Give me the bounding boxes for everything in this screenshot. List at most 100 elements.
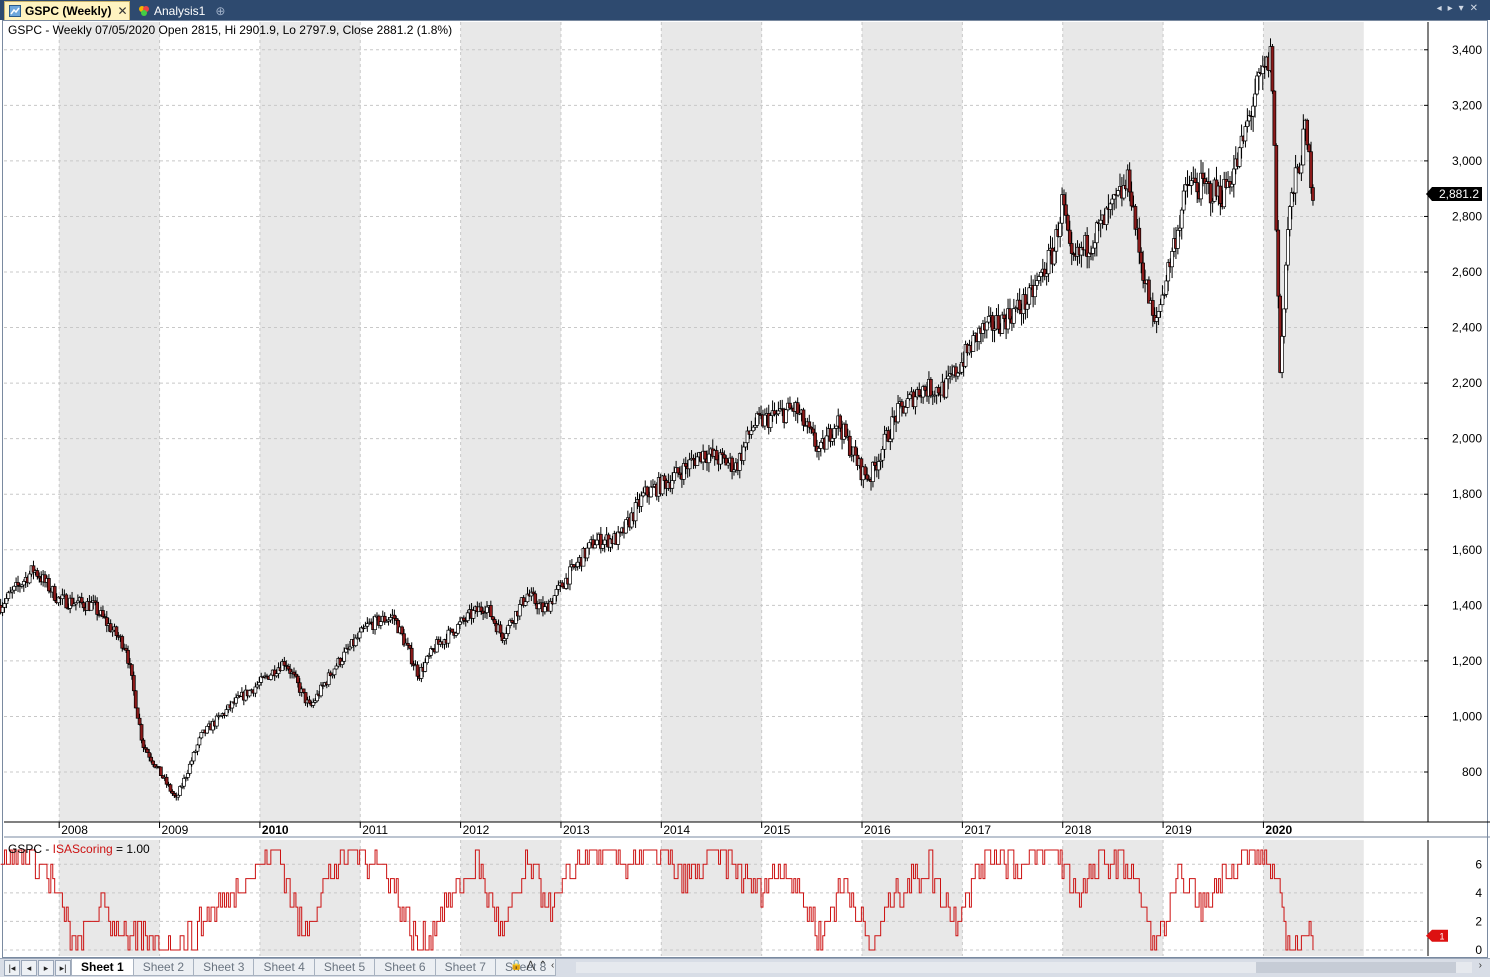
sheet-tools[interactable]: 🔒⋀⌃‹ bbox=[510, 960, 559, 971]
sheet-tab-sheet-8[interactable]: Sheet 8 bbox=[494, 959, 557, 976]
tab-gspc-weekly[interactable]: GSPC (Weekly) ✕ bbox=[4, 1, 130, 20]
tab-analysis1[interactable]: Analysis1 ⊕ bbox=[134, 1, 244, 20]
candle-body bbox=[863, 466, 868, 476]
candle-body bbox=[64, 594, 69, 609]
candle-body bbox=[1052, 250, 1057, 265]
candle-body bbox=[133, 690, 138, 709]
last-price-label: 2,881.2 bbox=[1426, 186, 1482, 201]
sheet-tab-sheet-5[interactable]: Sheet 5 bbox=[313, 959, 376, 976]
year-shading bbox=[59, 22, 1364, 956]
sheet-tab-sheet-6[interactable]: Sheet 6 bbox=[374, 959, 436, 976]
x-tick-label: 2013 bbox=[563, 823, 590, 837]
candle-body bbox=[568, 566, 572, 585]
candle-body bbox=[120, 636, 125, 649]
last-sheet-icon[interactable]: ▸| bbox=[55, 960, 71, 976]
sheet-tab-sheet-1[interactable]: Sheet 1 bbox=[71, 959, 134, 976]
candle-body bbox=[16, 582, 20, 586]
candle-body bbox=[543, 606, 547, 613]
candle-body bbox=[479, 606, 484, 612]
candle-body bbox=[1201, 172, 1205, 179]
candle-body bbox=[101, 610, 105, 617]
candle-body bbox=[1176, 229, 1180, 249]
candle-body bbox=[763, 414, 767, 427]
candle-body bbox=[492, 619, 497, 624]
candle-body bbox=[131, 675, 136, 692]
candle-body bbox=[1309, 151, 1313, 188]
sheet-tab-sheet-3[interactable]: Sheet 3 bbox=[193, 959, 255, 976]
close-icon[interactable]: ✕ bbox=[117, 4, 128, 18]
price-candles bbox=[0, 38, 1315, 801]
indicator-last-marker bbox=[1426, 929, 1448, 942]
candle-body bbox=[722, 454, 727, 459]
candle-body bbox=[1033, 285, 1037, 298]
price-y-tick-label: 800 bbox=[1462, 765, 1482, 779]
candle-body bbox=[554, 589, 559, 596]
candle-body bbox=[1002, 314, 1007, 320]
candle-body bbox=[687, 459, 692, 470]
new-tab-icon[interactable]: ⊕ bbox=[215, 3, 226, 18]
price-y-tick-label: 1,000 bbox=[1452, 709, 1482, 723]
candle-body bbox=[176, 794, 181, 798]
candle-body bbox=[373, 615, 377, 631]
candle-body bbox=[1139, 251, 1144, 264]
candle-body bbox=[1046, 249, 1051, 275]
candle-body bbox=[126, 649, 130, 664]
candle-body bbox=[1150, 300, 1155, 316]
price-pane-header: GSPC - Weekly 07/05/2020 Open 2815, Hi 2… bbox=[8, 23, 452, 37]
last-price-marker bbox=[1426, 186, 1482, 201]
chart-icon bbox=[9, 5, 21, 17]
candle-body bbox=[1311, 187, 1315, 201]
next-sheet-icon[interactable]: ▸ bbox=[38, 960, 54, 976]
candle-body bbox=[548, 601, 553, 612]
candle-body bbox=[903, 407, 908, 414]
candle-body bbox=[392, 614, 397, 619]
candle-body bbox=[400, 626, 404, 635]
candle-body bbox=[79, 597, 84, 603]
candle-body bbox=[896, 403, 900, 423]
candle-body bbox=[923, 386, 927, 391]
price-y-tick-label: 3,400 bbox=[1452, 43, 1482, 57]
candle-body bbox=[195, 744, 200, 752]
candle-body bbox=[1017, 299, 1022, 311]
candle-body bbox=[1133, 206, 1138, 230]
candle-body bbox=[749, 430, 754, 435]
sheet-tab-sheet-2[interactable]: Sheet 2 bbox=[132, 959, 195, 976]
tab-scroll-arrows[interactable]: ◂▸▾✕ bbox=[1436, 3, 1484, 14]
candle-body bbox=[456, 624, 460, 634]
candle-body bbox=[1094, 222, 1099, 244]
candle-body bbox=[328, 672, 333, 677]
horizontal-scrollbar[interactable] bbox=[576, 962, 1472, 973]
candle-body bbox=[504, 633, 509, 639]
candle-body bbox=[676, 467, 680, 474]
candle-body bbox=[624, 519, 628, 534]
candle-body bbox=[672, 472, 677, 481]
candle-body bbox=[178, 786, 182, 796]
year-shade-band bbox=[460, 840, 561, 956]
indicator-y-tick-label: 6 bbox=[1475, 857, 1482, 871]
sheet-tab-sheet-7[interactable]: Sheet 7 bbox=[434, 959, 496, 976]
candle-body bbox=[873, 461, 877, 466]
analysis-icon bbox=[138, 5, 150, 17]
sheet-tab-sheet-4[interactable]: Sheet 4 bbox=[253, 959, 315, 976]
scroll-right-icon[interactable]: › bbox=[1478, 960, 1486, 971]
candle-body bbox=[984, 321, 989, 331]
candle-body bbox=[52, 586, 57, 601]
candle-body bbox=[409, 647, 414, 665]
candle-body bbox=[6, 592, 11, 599]
candle-body bbox=[585, 547, 590, 559]
prev-sheet-icon[interactable]: ◂ bbox=[21, 960, 37, 976]
axes: 800 1,000 1,200 1,400 1,600 1,800 2,000 2,200 2,… bbox=[4, 22, 1490, 957]
first-sheet-icon[interactable]: |◂ bbox=[4, 960, 20, 976]
candle-body bbox=[954, 366, 958, 377]
scroll-thumb[interactable] bbox=[1256, 962, 1456, 973]
candle-body bbox=[1127, 169, 1132, 193]
candle-body bbox=[865, 474, 870, 480]
year-shade-band bbox=[259, 840, 361, 956]
candle-body bbox=[377, 615, 381, 626]
candle-body bbox=[1067, 229, 1072, 244]
candle-body bbox=[139, 724, 144, 741]
candle-body bbox=[1116, 190, 1120, 196]
candle-body bbox=[342, 651, 347, 662]
x-tick-label: 2016 bbox=[864, 823, 891, 837]
